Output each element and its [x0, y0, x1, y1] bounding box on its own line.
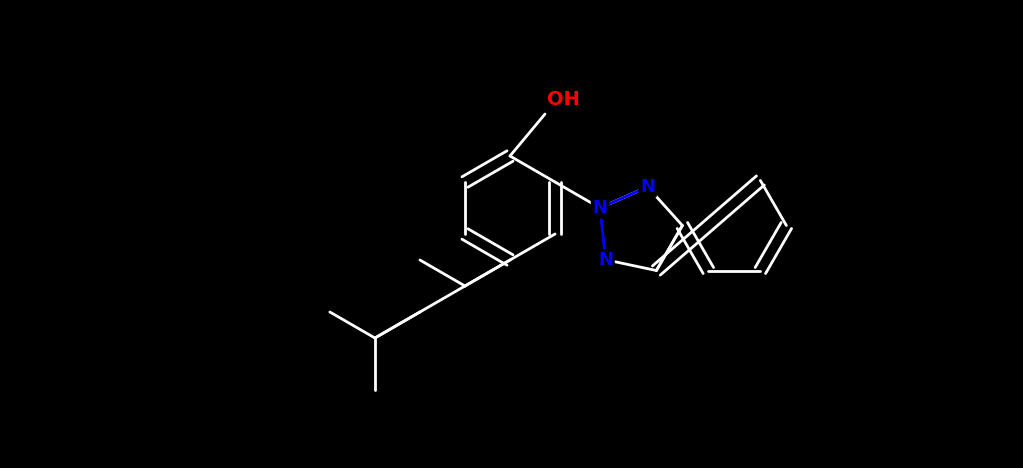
- Text: N: N: [592, 199, 608, 217]
- Text: N: N: [598, 251, 613, 269]
- Text: OH: OH: [547, 90, 580, 109]
- Text: N: N: [640, 178, 655, 196]
